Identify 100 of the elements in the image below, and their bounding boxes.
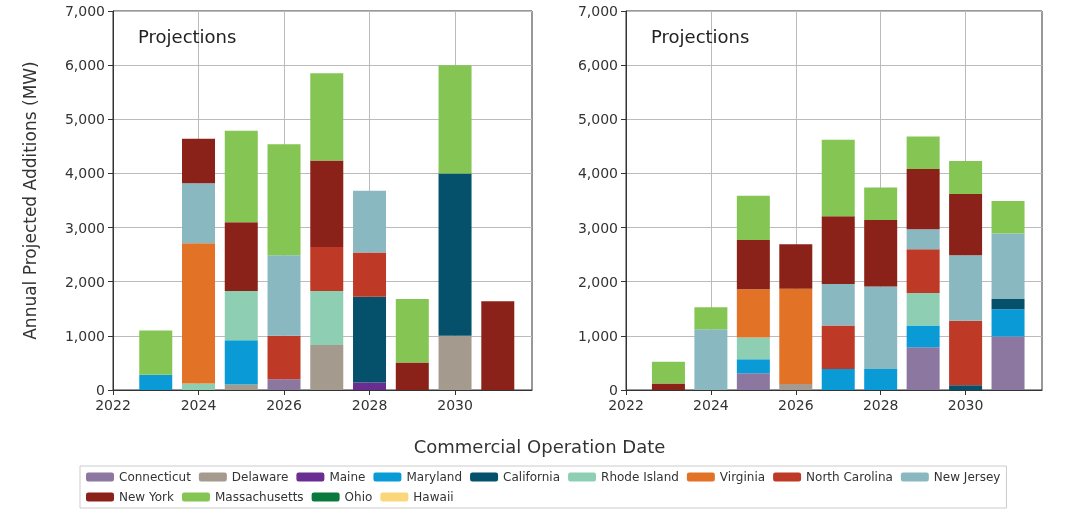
bar xyxy=(651,361,685,384)
bar xyxy=(694,307,728,330)
y-tick-label: 1,000 xyxy=(577,327,618,344)
bar xyxy=(821,139,855,217)
bar xyxy=(949,255,983,321)
bar xyxy=(821,368,855,390)
bar xyxy=(310,290,344,346)
bar xyxy=(906,229,940,250)
y-tick-label: 6,000 xyxy=(577,57,618,74)
bar xyxy=(736,337,770,360)
bar xyxy=(736,289,770,338)
legend-label: Virginia xyxy=(719,470,766,484)
bar xyxy=(438,173,472,336)
bar xyxy=(310,160,344,248)
bar xyxy=(651,383,685,390)
legend-label: Ohio xyxy=(344,490,373,504)
bar xyxy=(864,219,898,287)
bar xyxy=(267,379,301,390)
bar xyxy=(906,293,940,326)
bar xyxy=(821,325,855,369)
bar xyxy=(353,190,387,253)
bar xyxy=(991,201,1025,234)
x-tick-label: 2026 xyxy=(777,397,814,413)
y-tick-label: 4,000 xyxy=(64,165,105,182)
bar xyxy=(906,347,940,390)
x-tick-label: 2028 xyxy=(862,397,899,413)
bar xyxy=(182,183,216,244)
x-tick-label: 2030 xyxy=(947,397,984,413)
legend-label: New Jersey xyxy=(933,470,1001,484)
bar xyxy=(395,362,429,390)
bar xyxy=(353,252,387,297)
text: Projections xyxy=(651,25,750,47)
y-tick-label: 2,000 xyxy=(64,273,105,290)
y-tick-label: 2,000 xyxy=(577,273,618,290)
bar xyxy=(267,255,301,336)
bar xyxy=(224,130,258,223)
legend-label: New York xyxy=(119,490,174,504)
bar xyxy=(949,160,983,194)
bar xyxy=(906,169,940,230)
bar xyxy=(736,195,770,241)
bar xyxy=(267,144,301,256)
legend-label: North Carolina xyxy=(806,470,893,484)
y-tick-label: 5,000 xyxy=(64,111,105,128)
bar xyxy=(906,325,940,348)
legend-label: Maine xyxy=(329,470,366,484)
bar xyxy=(438,65,472,174)
bar xyxy=(182,383,216,390)
bar xyxy=(864,187,898,220)
bar xyxy=(182,138,216,184)
y-axis-title: Annual Projected Additions (MW) xyxy=(19,61,40,340)
bar xyxy=(821,283,855,326)
x-tick-label: 2028 xyxy=(351,397,388,413)
y-tick-label: 3,000 xyxy=(64,219,105,236)
bar xyxy=(949,194,983,256)
y-tick-label: 1,000 xyxy=(64,327,105,344)
bar xyxy=(481,301,515,390)
x-tick-label: 2026 xyxy=(266,397,302,413)
y-tick-label: 5,000 xyxy=(577,111,618,128)
x-tick-label: 2024 xyxy=(180,397,217,413)
bar xyxy=(224,384,258,390)
bar xyxy=(779,384,813,390)
legend-label: Hawaii xyxy=(413,490,454,504)
bar xyxy=(821,216,855,284)
bar xyxy=(694,329,728,390)
bar xyxy=(991,233,1025,300)
bar xyxy=(736,240,770,290)
y-tick-label: 3,000 xyxy=(577,219,618,236)
bar xyxy=(224,290,258,341)
bar xyxy=(906,249,940,294)
y-tick-label: 0 xyxy=(96,382,105,398)
bar xyxy=(991,309,1025,337)
x-axis-title: Commercial Operation Date xyxy=(413,435,666,457)
bar xyxy=(182,243,216,384)
bar xyxy=(906,136,940,170)
legend-label: Delaware xyxy=(231,470,289,484)
bar xyxy=(779,244,813,289)
bar xyxy=(864,286,898,369)
legend-label: California xyxy=(503,470,561,484)
y-tick-label: 7,000 xyxy=(577,3,618,19)
bar xyxy=(224,340,258,385)
legend-label: Maryland xyxy=(406,470,463,484)
bar xyxy=(949,385,983,390)
bar xyxy=(395,299,429,363)
bar xyxy=(949,320,983,386)
x-tick-label: 2022 xyxy=(95,397,131,413)
y-tick-label: 7,000 xyxy=(64,3,105,19)
bar xyxy=(779,288,813,385)
legend-label: Massachusetts xyxy=(214,490,304,504)
bar xyxy=(353,382,387,390)
bar xyxy=(310,247,344,291)
y-tick-label: 6,000 xyxy=(64,57,105,74)
bar xyxy=(267,335,301,380)
text: Projections xyxy=(138,25,237,47)
bar xyxy=(736,359,770,374)
legend-label: Rhode Island xyxy=(601,470,679,484)
bar xyxy=(736,373,770,390)
x-tick-label: 2022 xyxy=(608,397,644,413)
bar xyxy=(438,335,472,390)
bar xyxy=(353,296,387,383)
bar xyxy=(139,330,173,375)
